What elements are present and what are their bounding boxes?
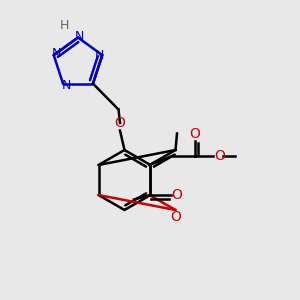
Text: N: N [61, 79, 71, 92]
Text: N: N [75, 29, 84, 43]
Text: O: O [115, 116, 125, 130]
Text: H: H [60, 19, 69, 32]
Text: N: N [52, 47, 62, 60]
Text: O: O [189, 127, 200, 140]
Text: O: O [214, 149, 226, 163]
Text: O: O [171, 188, 182, 202]
Text: O: O [170, 210, 181, 224]
Text: N: N [94, 49, 104, 62]
